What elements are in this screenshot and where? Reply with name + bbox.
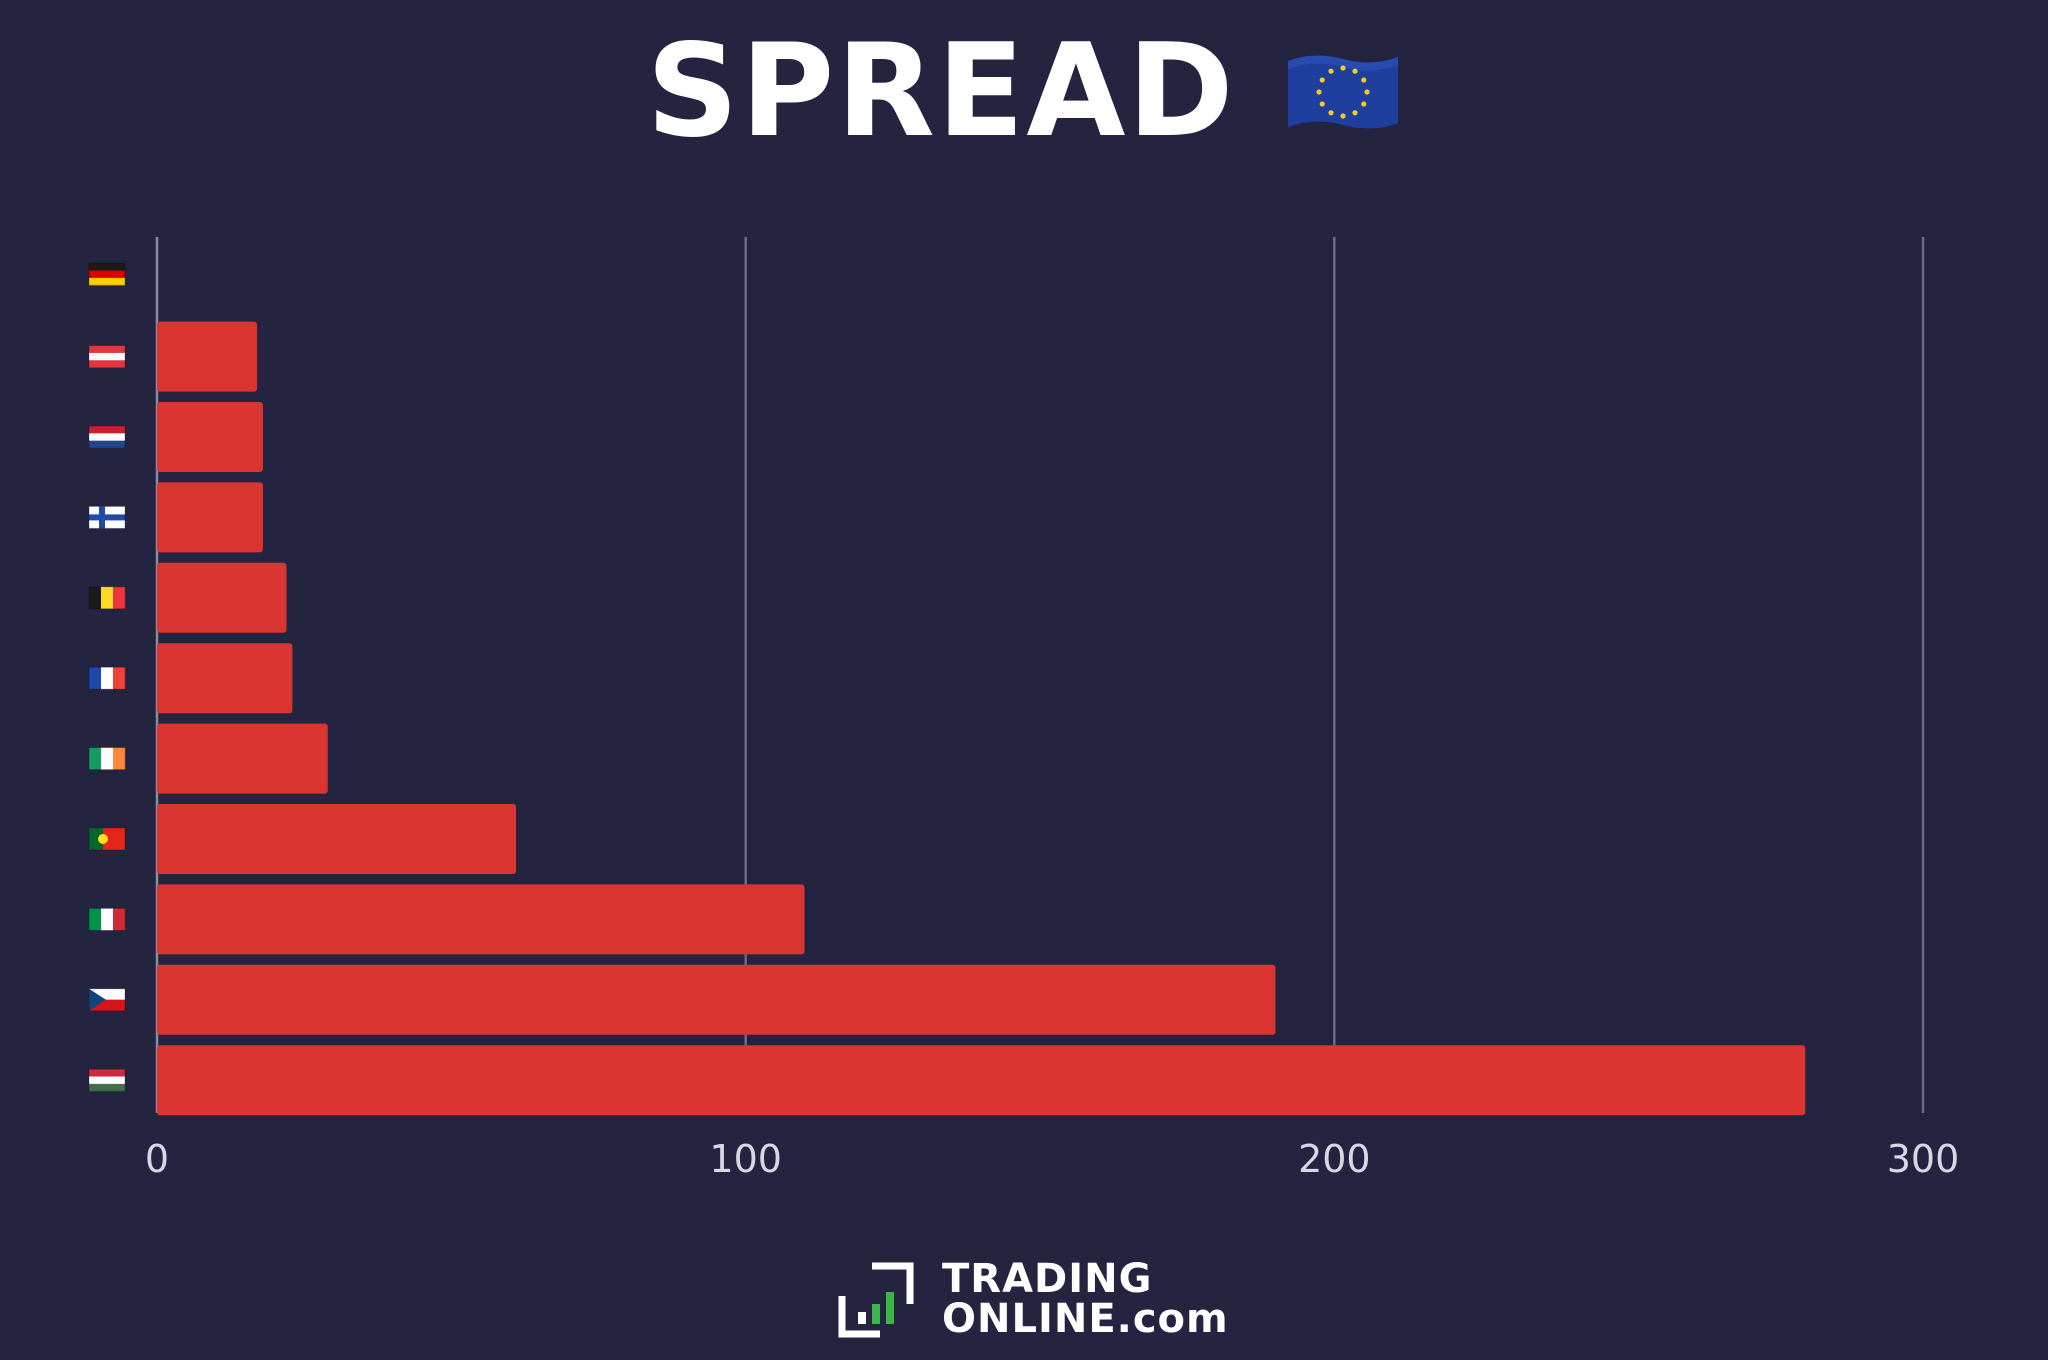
flag-italy-icon bbox=[88, 907, 126, 931]
chart-title-row: SPREAD bbox=[0, 22, 2048, 162]
bar-france bbox=[157, 643, 293, 714]
flag-finland-icon bbox=[88, 505, 126, 529]
bar-ireland bbox=[157, 723, 328, 794]
bar-hungary bbox=[157, 1045, 1806, 1116]
flag-hungary-icon bbox=[88, 1068, 126, 1092]
flag-portugal-icon bbox=[88, 827, 126, 851]
bar-austria bbox=[157, 321, 258, 392]
flag-czech-icon bbox=[88, 988, 126, 1012]
flag-france-icon bbox=[88, 666, 126, 690]
flag-germany-icon bbox=[88, 262, 126, 286]
bar-finland bbox=[157, 482, 263, 553]
x-tick-label-100: 100 bbox=[709, 1137, 782, 1181]
trading-online-logo-icon bbox=[838, 1262, 914, 1338]
x-tick-label-0: 0 bbox=[145, 1137, 169, 1181]
bar-belgium bbox=[157, 562, 287, 633]
eu-flag-icon bbox=[1287, 55, 1398, 129]
x-tick-label-200: 200 bbox=[1298, 1137, 1371, 1181]
bars bbox=[157, 321, 1806, 1116]
chart-title: SPREAD bbox=[646, 17, 1236, 166]
category-flags bbox=[88, 262, 126, 1092]
flag-austria-icon bbox=[88, 345, 126, 369]
x-axis-ticks: 0 100 200 300 bbox=[145, 1137, 1959, 1181]
bar-czech-republic bbox=[157, 964, 1276, 1035]
bar-italy bbox=[157, 884, 805, 955]
bar-portugal bbox=[157, 804, 517, 874]
logo-text-line2: ONLINE.com bbox=[942, 1296, 1229, 1342]
bar-netherlands bbox=[157, 402, 263, 472]
x-tick-label-300: 300 bbox=[1887, 1137, 1960, 1181]
flag-belgium-icon bbox=[88, 586, 126, 610]
flag-ireland-icon bbox=[88, 747, 126, 771]
logo-text-line1: TRADING bbox=[942, 1256, 1153, 1302]
flag-netherlands-icon bbox=[88, 425, 126, 449]
trading-online-logo: TRADING ONLINE.com bbox=[838, 1256, 1258, 1342]
